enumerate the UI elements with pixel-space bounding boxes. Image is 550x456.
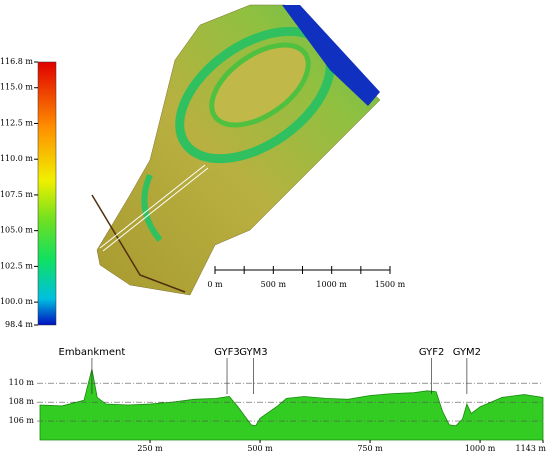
scale-label: 500 m [261,280,287,289]
colorbar-label: 110.0 m [0,154,33,163]
x-tick-label: 750 m [357,444,383,453]
scale-label: 0 m [207,280,223,289]
colorbar-label: 100.0 m [0,297,33,306]
colorbar-label: 115.0 m [0,83,33,92]
profile: 106 m 108 m 110 m 250 m 500 m 750 m 1000 m 1143… [9,347,547,453]
annotation-label: Embankment [59,347,126,358]
colorbar-ticks: 116.8 m 115.0 m 112.5 m 110.0 m 107.5 m 105.0… [0,57,38,329]
x-tick-label: 1000 m [465,444,496,453]
scale-bar-ticks: 0 m 500 m 1000 m 1500 m [207,266,406,289]
colorbar-label: 102.5 m [0,261,33,270]
annotation-label: GYM2 [453,347,481,358]
colorbar-label: 116.8 m [0,57,33,66]
annotation-label: GYM3 [239,347,267,358]
colorbar-label: 107.5 m [0,190,33,199]
y-tick-label: 110 m [9,378,35,387]
annotation-label: GYF3 [214,347,239,358]
colorbar-label: 105.0 m [0,226,33,235]
y-tick-label: 108 m [9,397,35,406]
x-tick-label: 500 m [247,444,273,453]
colorbar-label: 98.4 m [5,320,33,329]
x-tick-label: 1143 m [516,444,547,453]
x-tick-label: 250 m [137,444,163,453]
colorbar-label: 112.5 m [0,118,33,127]
annotation-label: GYF2 [419,347,444,358]
y-tick-label: 106 m [9,416,35,425]
colorbar [37,61,57,326]
dem-map [91,4,381,296]
profile-area [39,368,544,441]
scale-label: 1500 m [375,280,406,289]
scale-label: 1000 m [316,280,347,289]
